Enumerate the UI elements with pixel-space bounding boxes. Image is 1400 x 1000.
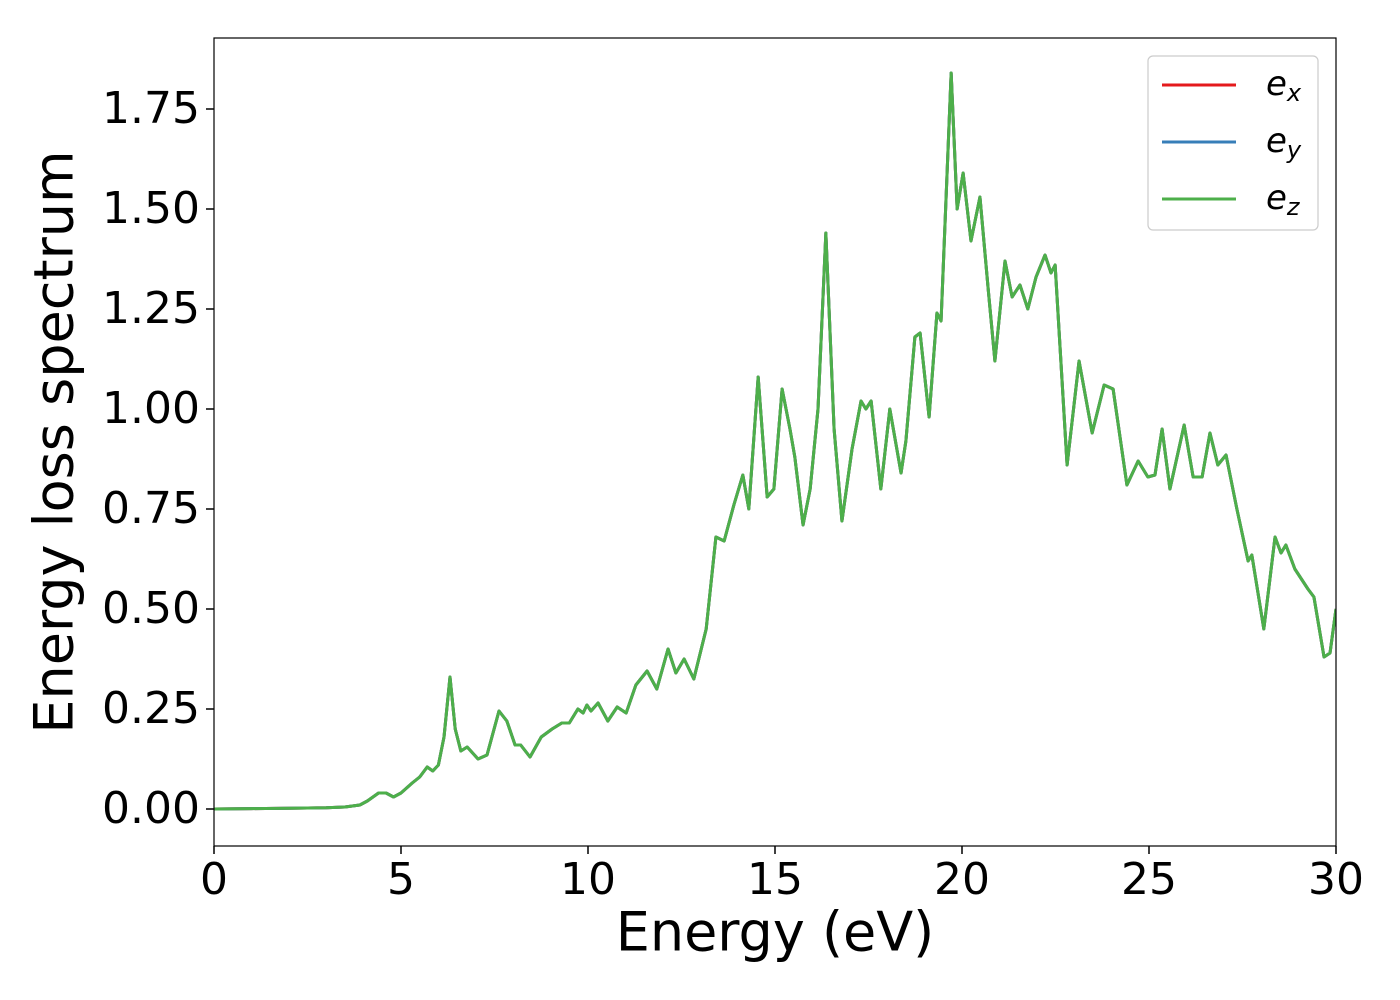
x-axis-label: Energy (eV): [616, 901, 935, 964]
x-tick-label: 5: [387, 854, 415, 905]
y-tick-label: 0.75: [102, 483, 200, 534]
x-tick-label: 10: [560, 854, 616, 905]
y-tick-label: 0.25: [102, 683, 200, 734]
x-tick-label: 0: [200, 854, 228, 905]
y-axis-label: Energy loss spectrum: [23, 150, 86, 733]
y-tick-label: 1.75: [102, 83, 200, 134]
y-tick-label: 1.50: [102, 183, 200, 234]
plot-frame: [213, 37, 1337, 847]
series-line: [214, 71, 1336, 811]
x-tick-label: 15: [747, 854, 803, 905]
y-tick-label: 0.50: [102, 583, 200, 634]
x-tick-label: 30: [1308, 854, 1364, 905]
legend-label: ex: [1266, 64, 1302, 108]
y-tick-label: 1.00: [102, 383, 200, 434]
x-tick-label: 25: [1121, 854, 1177, 905]
y-tick-label: 0.00: [102, 783, 200, 834]
legend-label: ez: [1266, 178, 1301, 222]
y-tick-label: 1.25: [102, 283, 200, 334]
x-tick-label: 20: [934, 854, 990, 905]
legend-label: ey: [1266, 121, 1302, 165]
